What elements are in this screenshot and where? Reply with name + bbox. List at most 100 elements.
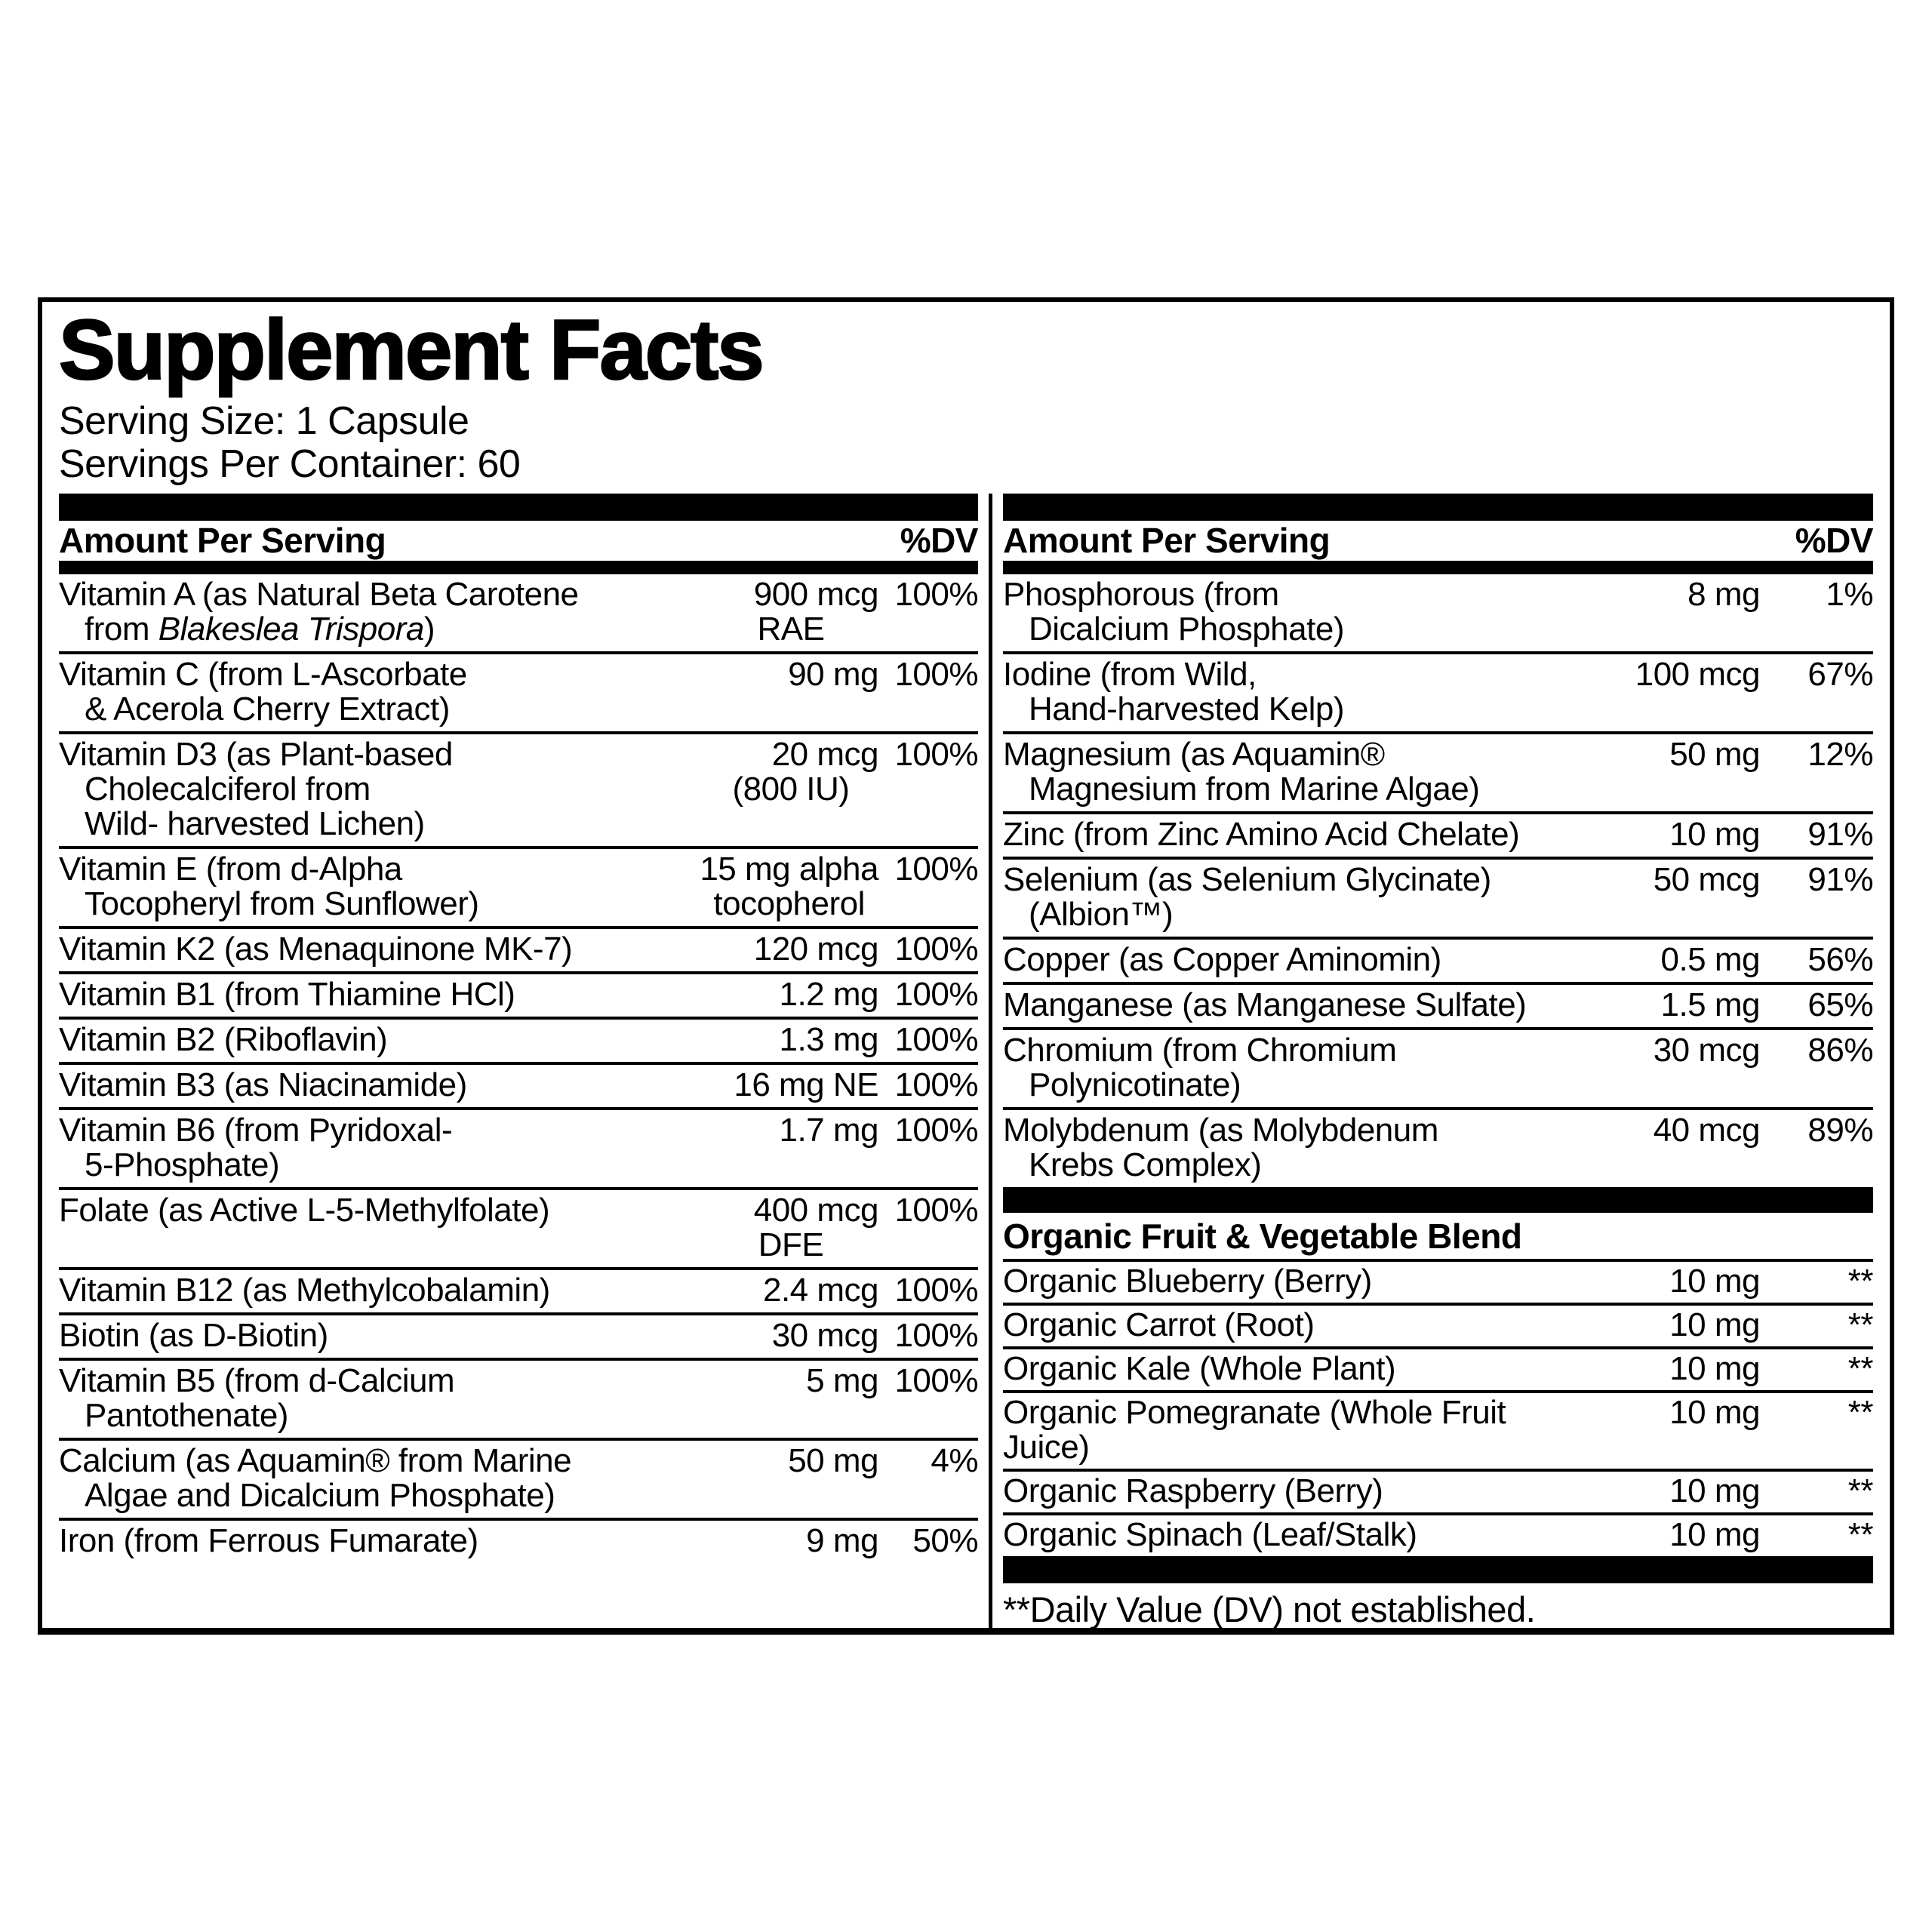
ingredient-amount: 90 mg [788, 656, 878, 693]
ingredient-dv: 12% [1807, 736, 1873, 773]
ingredient-name: Vitamin E (from d-Alpha Tocopheryl from S… [59, 851, 479, 922]
ingredient-dv: 1% [1826, 576, 1873, 613]
header-bar-bottom [59, 561, 978, 574]
ingredient-amount: 100 mcg [1635, 656, 1761, 693]
header-bar-top [59, 494, 978, 521]
header-bar-bottom [1003, 561, 1873, 574]
ingredient-name: Vitamin B2 (Riboflavin) [59, 1021, 388, 1058]
table-row: Vitamin E (from d-Alpha Tocopheryl from S… [59, 846, 979, 926]
ingredient-dv: ** [1847, 1350, 1874, 1387]
ingredient-name: Biotin (as D-Biotin) [59, 1317, 328, 1354]
ingredient-amount: 900 mcg RAE [753, 576, 879, 648]
ingredient-amount: 50 mg [1669, 736, 1760, 773]
ingredient-dv: 100% [894, 1272, 978, 1309]
ingredient-dv: 100% [894, 851, 978, 888]
table-row: Selenium (as Selenium Glycinate) (Albion™… [1003, 857, 1874, 937]
ingredient-amount: 10 mg [1669, 1472, 1760, 1509]
table-row: Vitamin C (from L-Ascorbate & Acerola Che… [59, 651, 979, 731]
ingredient-dv: 100% [894, 931, 978, 968]
column-header: Amount Per Serving %DV [1003, 521, 1874, 561]
amount-per-serving-label: Amount Per Serving [1003, 521, 1331, 560]
table-row: Vitamin B12 (as Methylcobalamin) 2.4 mcg 1… [59, 1267, 979, 1312]
table-row: Phosphorous (from Dicalcium Phosphate) 8 m… [1003, 574, 1874, 651]
serving-size: Serving Size: 1 Capsule [59, 399, 469, 443]
left-rows: Vitamin A (as Natural Beta Carotene from … [59, 574, 979, 1563]
ingredient-dv: 100% [894, 1317, 978, 1354]
ingredient-amount: 40 mcg [1653, 1112, 1761, 1149]
ingredient-dv: 100% [894, 736, 978, 773]
panel-title: Supplement Facts [58, 303, 765, 397]
table-row: Molybdenum (as Molybdenum Krebs Complex) 4… [1003, 1107, 1874, 1187]
servings-per-container: Servings Per Container: 60 [59, 442, 521, 486]
ingredient-dv: 89% [1807, 1112, 1873, 1149]
ingredient-name: Vitamin B3 (as Niacinamide) [59, 1066, 467, 1103]
ingredient-name: Organic Spinach (Leaf/Stalk) [1003, 1516, 1417, 1553]
header-bar-top [1003, 494, 1873, 521]
column-divider [989, 494, 992, 1628]
ingredient-dv: 100% [894, 1112, 978, 1149]
ingredient-dv: 100% [894, 1192, 978, 1229]
ingredient-amount: 50 mcg [1653, 861, 1761, 898]
supplement-facts-panel: Supplement Facts Serving Size: 1 Capsule… [38, 297, 1894, 1635]
ingredient-amount: 10 mg [1669, 1306, 1760, 1343]
ingredient-name: Organic Pomegranate (Whole Fruit Juice) [1003, 1394, 1506, 1466]
table-row: Iron (from Ferrous Fumarate) 9 mg 50% [59, 1518, 979, 1563]
ingredient-dv: 56% [1807, 941, 1873, 978]
ingredient-dv: ** [1847, 1306, 1874, 1343]
ingredient-dv: 91% [1807, 816, 1873, 853]
ingredient-dv: ** [1847, 1472, 1874, 1509]
ingredient-dv: 100% [894, 576, 978, 613]
ingredient-name: Folate (as Active L-5-Methylfolate) [59, 1192, 550, 1229]
ingredient-dv: 100% [894, 1066, 978, 1103]
ingredient-dv: ** [1847, 1516, 1874, 1553]
table-row: Magnesium (as Aquamin® Magnesium from Mar… [1003, 731, 1874, 811]
ingredient-amount: 50 mg [788, 1442, 878, 1479]
ingredient-amount: 1.3 mg [779, 1021, 878, 1058]
ingredient-name: Manganese (as Manganese Sulfate) [1003, 986, 1527, 1023]
dv-label: %DV [1795, 521, 1874, 560]
ingredient-amount: 9 mg [806, 1522, 878, 1559]
ingredient-dv: 100% [894, 1362, 978, 1399]
table-row: Vitamin B2 (Riboflavin) 1.3 mg 100% [59, 1017, 979, 1062]
blend-rows: Organic Blueberry (Berry) 10 mg ** Organic … [1003, 1262, 1874, 1556]
ingredient-amount: 5 mg [806, 1362, 878, 1399]
ingredient-amount: 16 mg NE [734, 1066, 878, 1103]
table-row: Zinc (from Zinc Amino Acid Chelate) 10 mg… [1003, 811, 1874, 857]
ingredient-amount: 30 mcg [1653, 1032, 1761, 1069]
table-row: Vitamin D3 (as Plant-based Cholecalcifero… [59, 731, 979, 846]
amount-per-serving-label: Amount Per Serving [59, 521, 386, 560]
ingredient-dv: 91% [1807, 861, 1873, 898]
ingredient-name: Selenium (as Selenium Glycinate) (Albion™… [1003, 861, 1491, 933]
ingredient-amount: 10 mg [1669, 1263, 1760, 1300]
ingredient-dv: 100% [894, 976, 978, 1013]
table-row: Calcium (as Aquamin® from Marine Algae an… [59, 1438, 979, 1518]
ingredient-name: Chromium (from Chromium Polynicotinate) [1003, 1032, 1397, 1103]
table-row: Organic Blueberry (Berry) 10 mg ** [1003, 1262, 1874, 1303]
ingredient-name: Vitamin A (as Natural Beta Carotene from … [59, 576, 579, 648]
ingredient-dv: 67% [1807, 656, 1873, 693]
ingredient-amount: 0.5 mg [1660, 941, 1760, 978]
ingredient-name: Magnesium (as Aquamin® Magnesium from Mar… [1003, 736, 1480, 808]
table-row: Manganese (as Manganese Sulfate) 1.5 mg 65… [1003, 982, 1874, 1027]
ingredient-name: Calcium (as Aquamin® from Marine Algae an… [59, 1442, 572, 1514]
table-row: Vitamin B1 (from Thiamine HCl) 1.2 mg 100% [59, 971, 979, 1017]
ingredient-dv: 100% [894, 656, 978, 693]
ingredient-dv: 100% [894, 1021, 978, 1058]
ingredient-name: Vitamin K2 (as Menaquinone MK-7) [59, 931, 573, 968]
ingredient-name: Vitamin B12 (as Methylcobalamin) [59, 1272, 550, 1309]
table-row: Vitamin B5 (from d-Calcium Pantothenate) 5… [59, 1358, 979, 1438]
ingredient-dv: ** [1847, 1263, 1874, 1300]
table-row: Organic Spinach (Leaf/Stalk) 10 mg ** [1003, 1512, 1874, 1556]
ingredient-name: Organic Raspberry (Berry) [1003, 1472, 1383, 1509]
ingredient-amount: 15 mg alpha tocopherol [700, 851, 878, 922]
ingredient-name: Organic Blueberry (Berry) [1003, 1263, 1372, 1300]
ingredient-name: Organic Kale (Whole Plant) [1003, 1350, 1396, 1387]
facts-columns: Amount Per Serving %DV Vitamin A (as Nat… [59, 494, 1874, 1629]
ingredient-dv: 86% [1807, 1032, 1873, 1069]
footnote-bar [1003, 1556, 1873, 1583]
table-row: Vitamin K2 (as Menaquinone MK-7) 120 mcg 1… [59, 926, 979, 971]
table-row: Biotin (as D-Biotin) 30 mcg 100% [59, 1312, 979, 1358]
blend-section-bar [1003, 1187, 1873, 1213]
dv-footnote: **Daily Value (DV) not established. [1003, 1589, 1536, 1629]
